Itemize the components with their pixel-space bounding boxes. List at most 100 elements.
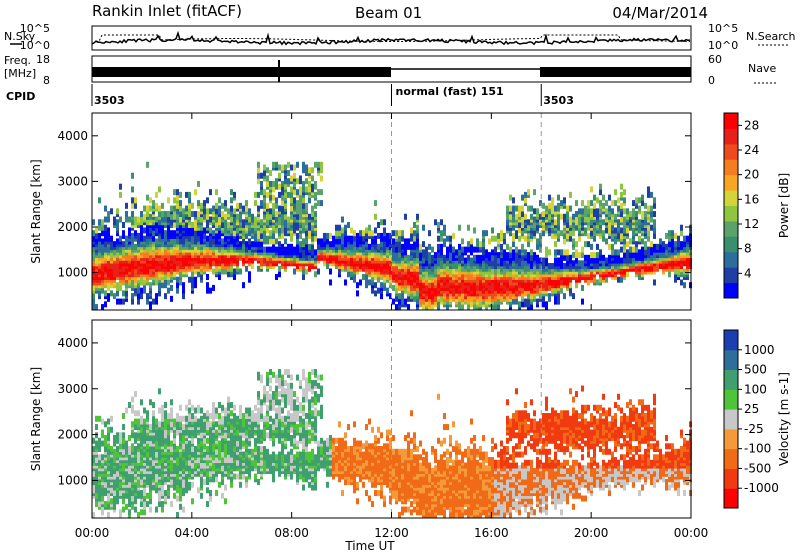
heatmap-cell: [122, 492, 125, 499]
heatmap-cell: [359, 235, 362, 242]
heatmap-cell: [152, 235, 155, 242]
heatmap-cell: [512, 249, 515, 256]
heatmap-cell: [116, 238, 119, 245]
heatmap-cell: [344, 279, 347, 286]
heatmap-cell: [122, 424, 125, 431]
heatmap-cell: [179, 492, 182, 499]
heatmap-cell: [491, 235, 494, 242]
heatmap-cell: [272, 238, 275, 245]
heatmap-cell: [329, 241, 332, 248]
heatmap-cell: [431, 246, 434, 253]
heatmap-cell: [164, 424, 167, 431]
heatmap-cell: [104, 490, 107, 497]
heatmap-cell: [278, 265, 281, 272]
heatmap-cell: [248, 271, 251, 278]
heatmap-cell: [317, 189, 320, 196]
heatmap-cell: [632, 227, 635, 234]
heatmap-cell: [428, 243, 431, 250]
heatmap-cell: [254, 191, 257, 198]
heatmap-cell: [482, 246, 485, 253]
heatmap-cell: [191, 227, 194, 234]
heatmap-cell: [539, 257, 542, 264]
heatmap-cell: [146, 211, 149, 218]
heatmap-cell: [131, 197, 134, 204]
heatmap-cell: [107, 503, 110, 510]
heatmap-cell: [95, 304, 98, 311]
heatmap-cell: [647, 230, 650, 237]
heatmap-cell: [530, 249, 533, 256]
heatmap-cell: [686, 246, 689, 253]
heatmap-cell: [158, 205, 161, 212]
heatmap-cell: [233, 273, 236, 280]
heatmap-cell: [167, 484, 170, 491]
heatmap-cell: [104, 224, 107, 231]
heatmap-cell: [320, 189, 323, 196]
heatmap-cell: [179, 211, 182, 218]
heatmap-cell: [305, 243, 308, 250]
heatmap-cell: [266, 175, 269, 182]
heatmap-cell: [608, 211, 611, 218]
heatmap-cell: [257, 172, 260, 179]
heatmap-cell: [155, 221, 158, 228]
heatmap-cell: [485, 230, 488, 237]
heatmap-cell: [347, 271, 350, 278]
nsky-line: [91, 30, 691, 46]
heatmap-cell: [482, 254, 485, 261]
heatmap-cell: [395, 241, 398, 248]
heatmap-cell: [284, 227, 287, 234]
heatmap-cell: [161, 421, 164, 428]
heatmap-cell: [533, 208, 536, 215]
heatmap-cell: [551, 208, 554, 215]
heatmap-cell: [191, 271, 194, 278]
heatmap-cell: [245, 200, 248, 207]
heatmap-cell: [155, 216, 158, 223]
heatmap-cell: [350, 243, 353, 250]
heatmap-cell: [248, 216, 251, 223]
heatmap-cell: [626, 213, 629, 220]
heatmap-cell: [107, 227, 110, 234]
heatmap-cell: [338, 224, 341, 231]
heatmap-cell: [374, 200, 377, 207]
heatmap-cell: [125, 290, 128, 297]
heatmap-cell: [173, 189, 176, 196]
heatmap-cell: [200, 216, 203, 223]
heatmap-cell: [215, 208, 218, 215]
heatmap-cell: [407, 304, 410, 311]
heatmap-cell: [158, 388, 161, 395]
heatmap-cell: [629, 238, 632, 245]
heatmap-cell: [512, 241, 515, 248]
heatmap-cell: [155, 481, 158, 488]
heatmap-cell: [140, 509, 143, 516]
heatmap-cell: [101, 287, 104, 294]
heatmap-cell: [92, 437, 95, 444]
heatmap-cell: [182, 435, 185, 442]
heatmap-cell: [620, 202, 623, 209]
heatmap-cell: [599, 200, 602, 207]
heatmap-cell: [308, 186, 311, 193]
heatmap-cell: [257, 265, 260, 272]
heatmap-cell: [278, 164, 281, 171]
heatmap-cell: [383, 241, 386, 248]
heatmap-cell: [470, 257, 473, 264]
heatmap-cell: [365, 279, 368, 286]
heatmap-cell: [620, 246, 623, 253]
heatmap-cell: [278, 241, 281, 248]
heatmap-cell: [593, 276, 596, 283]
heatmap-cell: [122, 290, 125, 297]
heatmap-cell: [389, 232, 392, 239]
heatmap-cell: [305, 268, 308, 275]
heatmap-cell: [626, 208, 629, 215]
heatmap-cell: [110, 208, 113, 215]
heatmap-cell: [515, 298, 518, 305]
heatmap-cell: [392, 230, 395, 237]
heatmap-cell: [263, 164, 266, 171]
heatmap-cell: [461, 238, 464, 245]
heatmap-cell: [218, 230, 221, 237]
heatmap-cell: [401, 293, 404, 300]
heatmap-cell: [377, 232, 380, 239]
heatmap-cell: [620, 232, 623, 239]
heatmap-cell: [650, 224, 653, 231]
heatmap-cell: [269, 230, 272, 237]
heatmap-cell: [281, 164, 284, 171]
heatmap-cell: [326, 263, 329, 270]
